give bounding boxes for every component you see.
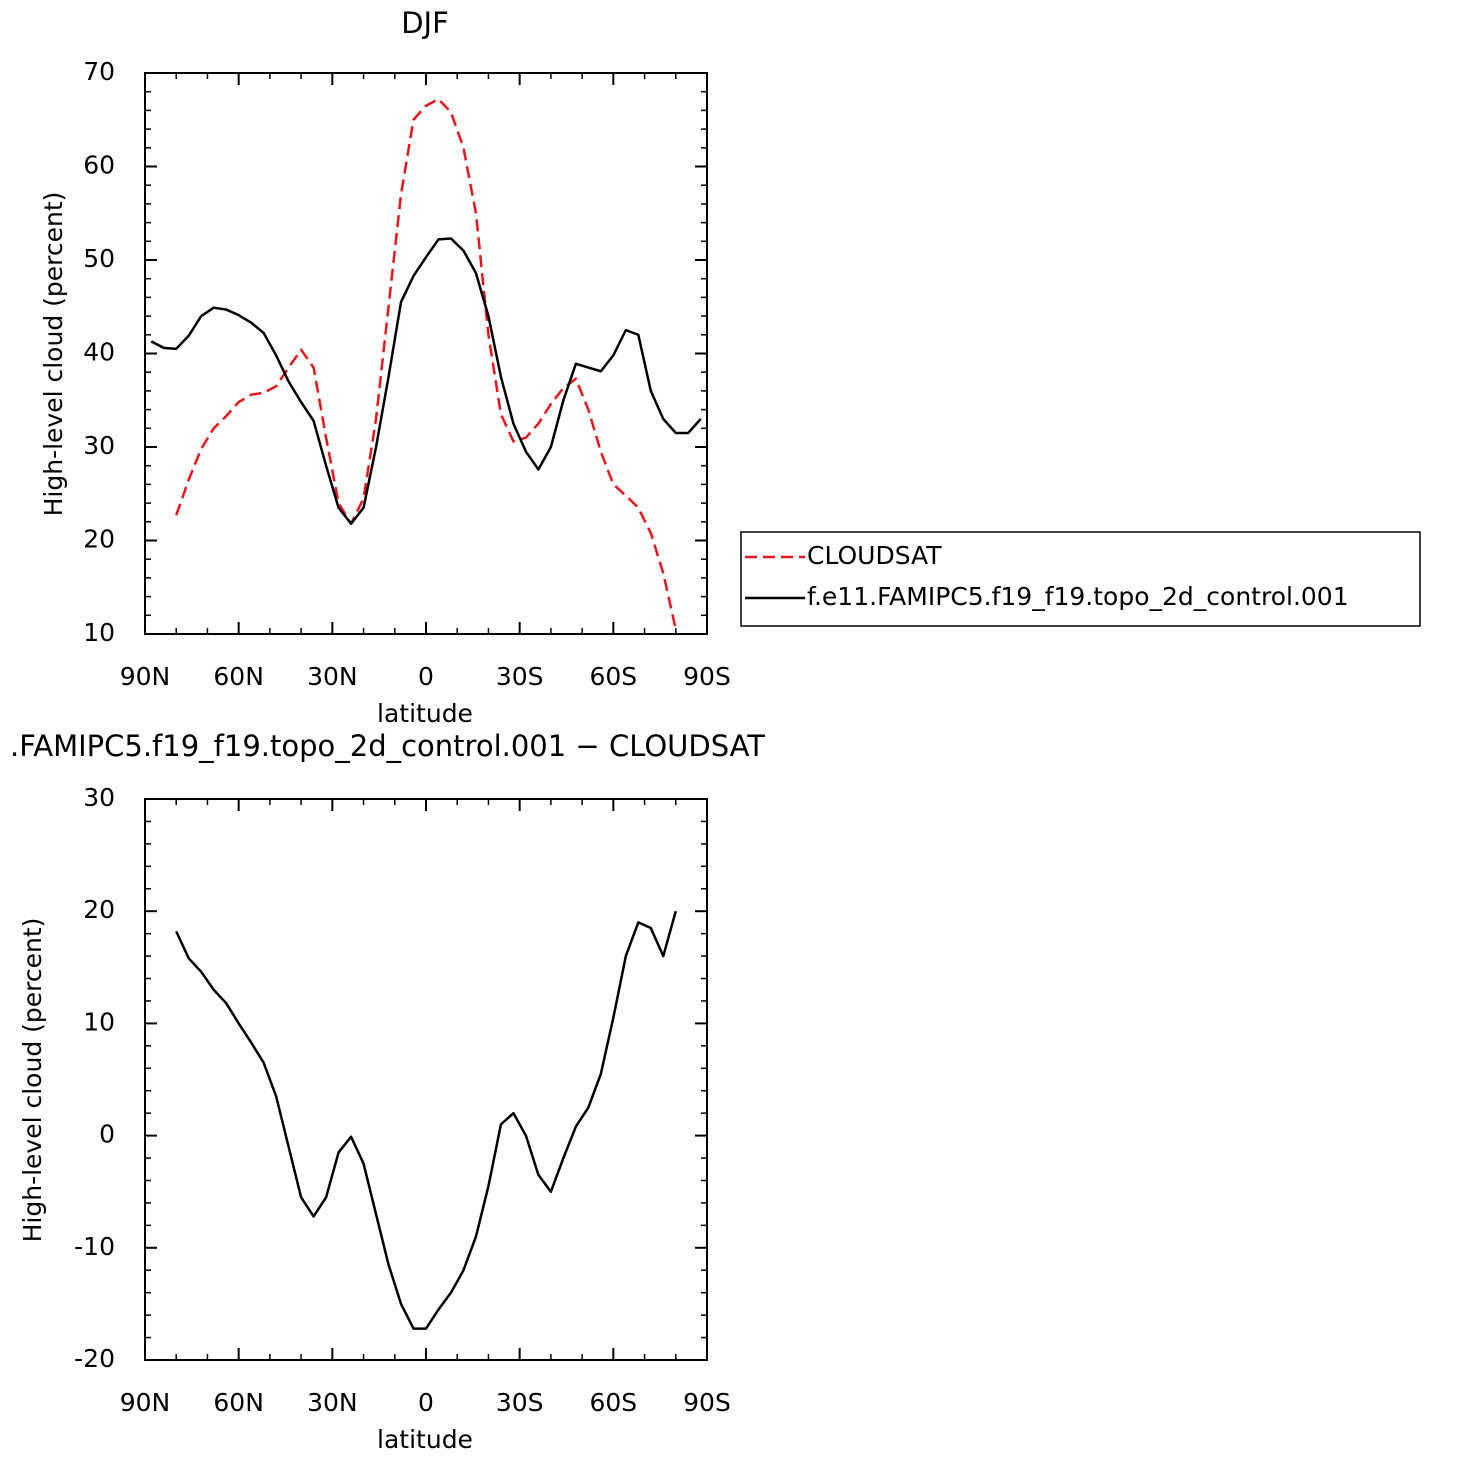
legend-label: f.e11.FAMIPC5.f19_f19.topo_2d_control.00… <box>807 582 1349 611</box>
x-tick-label: 60S <box>589 662 637 691</box>
x-tick-label: 60N <box>213 1388 264 1417</box>
x-tick-label: 90N <box>120 662 171 691</box>
legend-box <box>740 531 1421 627</box>
y-tick-label: 20 <box>83 525 115 554</box>
data-line <box>150 237 702 525</box>
y-axis-label: High-level cloud (percent) <box>18 918 47 1243</box>
y-axis-label: High-level cloud (percent) <box>39 192 68 517</box>
x-tick-label: 90S <box>683 1388 731 1417</box>
y-tick-label: 30 <box>83 783 115 812</box>
y-tick-label: 50 <box>83 244 115 273</box>
plot-frame <box>144 72 708 635</box>
y-tick-label: -10 <box>74 1232 115 1261</box>
data-line <box>175 97 678 630</box>
x-tick-label: 60N <box>213 662 264 691</box>
y-tick-label: 60 <box>83 151 115 180</box>
x-tick-label: 30N <box>307 662 358 691</box>
x-tick-label: 90S <box>683 662 731 691</box>
x-tick-label: 0 <box>418 662 434 691</box>
y-tick-label: 70 <box>83 57 115 86</box>
plot-frame <box>144 798 708 1361</box>
chart-title: .FAMIPC5.f19_f19.topo_2d_control.001 − C… <box>10 729 765 763</box>
y-tick-label: 20 <box>83 895 115 924</box>
x-axis-label: latitude <box>377 1425 473 1454</box>
x-tick-label: 30S <box>496 1388 544 1417</box>
y-tick-label: 30 <box>83 431 115 460</box>
y-tick-label: 0 <box>99 1120 115 1149</box>
x-tick-label: 30S <box>496 662 544 691</box>
x-axis-label: latitude <box>377 699 473 728</box>
x-tick-label: 0 <box>418 1388 434 1417</box>
y-tick-label: 40 <box>83 338 115 367</box>
y-tick-label: 10 <box>83 1007 115 1036</box>
x-tick-label: 30N <box>307 1388 358 1417</box>
x-tick-label: 60S <box>589 1388 637 1417</box>
legend-label: CLOUDSAT <box>807 541 942 570</box>
chart-title: DJF <box>401 6 449 40</box>
x-tick-label: 90N <box>120 1388 171 1417</box>
data-line <box>175 910 677 1330</box>
y-tick-label: -20 <box>74 1344 115 1373</box>
y-tick-label: 10 <box>83 618 115 647</box>
